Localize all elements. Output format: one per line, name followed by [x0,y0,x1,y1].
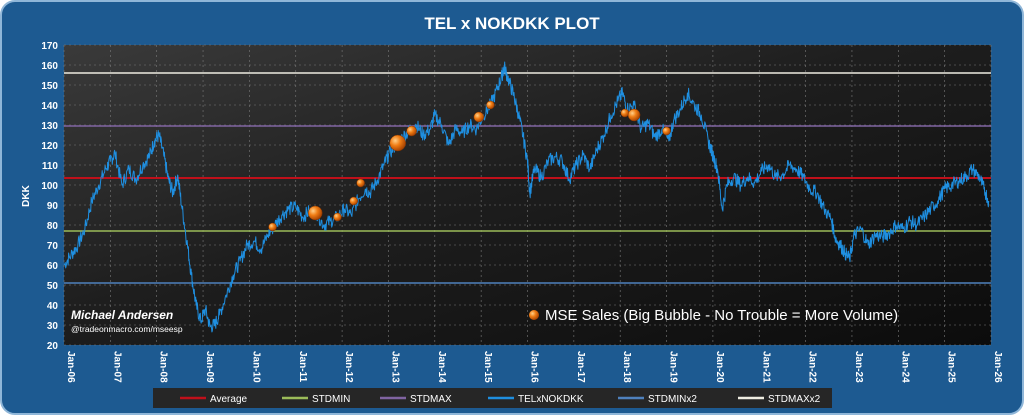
mse-sale-bubble [486,100,495,110]
y-tick-label: 170 [41,41,58,52]
x-tick-label: Jan-09 [204,351,215,383]
x-tick-label: Jan-11 [297,351,308,383]
x-tick-label: Jan-22 [807,351,818,383]
x-tick-label: Jan-18 [621,351,632,383]
y-tick-label: 120 [41,141,58,152]
y-tick-label: 70 [47,241,59,252]
mse-sale-bubble [268,222,277,232]
x-tick-label: Jan-23 [853,351,864,383]
grid [63,44,992,346]
x-tick-label: Jan-06 [65,351,76,383]
y-axis-label: DKK [21,184,32,206]
mse-sale-bubble [662,126,671,136]
x-tick-label: Jan-20 [714,351,725,383]
mse-sale-bubble [307,205,323,221]
y-tick-label: 30 [47,321,59,332]
y-tick-label: 100 [41,181,58,192]
y-tick-label: 80 [47,221,59,232]
mse-sale-bubble [620,108,630,118]
y-tick-label: 130 [41,121,58,132]
x-tick-label: Jan-12 [343,351,354,383]
y-tick-label: 90 [47,201,59,212]
mse-sale-bubble [389,134,406,152]
series-line-telxnokdkk [63,61,990,333]
bubble-legend-label: MSE Sales (Big Bubble - No Trouble = Mor… [545,307,898,324]
x-tick-label: Jan-21 [760,351,771,383]
x-axis-ticks: Jan-06 Jan-07 Jan-08 Jan-09 Jan-10 Jan-11 Jan-… [65,351,1003,383]
mse-sale-bubble [627,108,641,122]
mse-sale-bubble [349,196,358,206]
y-tick-label: 40 [47,301,59,312]
reference-lines [64,72,991,284]
legend: Average STDMIN STDMAX TELxNOKDKK STDMINx2 STD… [180,394,821,405]
x-tick-label: Jan-26 [992,351,1003,383]
y-tick-label: 50 [47,281,59,292]
legend-label: STDMIN [312,394,350,405]
legend-label: Average [210,394,248,405]
y-tick-label: 20 [47,341,59,352]
x-tick-label: Jan-07 [111,351,122,383]
x-tick-label: Jan-19 [668,351,679,383]
mse-sale-bubble [356,178,365,188]
y-tick-label: 160 [41,61,58,72]
y-axis-ticks: 20 30 40 50 60 70 80 90 100 110 120 130 140 150 160 170 [41,41,58,352]
x-tick-label: Jan-24 [899,351,910,383]
mse-sales-bubbles [268,100,671,232]
legend-label: STDMINx2 [648,394,697,405]
y-tick-label: 60 [47,261,59,272]
x-tick-label: Jan-17 [575,351,586,383]
y-tick-label: 150 [41,81,58,92]
y-tick-label: 110 [42,161,59,172]
x-tick-label: Jan-16 [529,351,540,383]
mse-sale-bubble [473,111,485,123]
chart-title: TEL x NOKDKK PLOT [424,14,600,33]
bubble-legend-marker [529,310,539,320]
series [63,61,990,333]
x-tick-label: Jan-08 [158,351,169,383]
mse-sale-bubble [333,212,342,222]
x-tick-label: Jan-25 [946,351,957,383]
x-tick-label: Jan-14 [436,351,447,383]
legend-label: STDMAXx2 [768,394,821,405]
x-tick-label: Jan-15 [482,351,493,383]
legend-label: TELxNOKDKK [518,394,584,405]
x-tick-label: Jan-13 [389,351,400,383]
mse-sale-bubble [406,125,417,137]
handle-annotation: @tradeonmacro.com/mseesp [71,324,183,334]
legend-label: STDMAX [410,394,452,405]
y-tick-label: 140 [41,101,58,112]
x-tick-label: Jan-10 [250,351,261,383]
author-annotation: Michael Andersen [71,308,173,322]
